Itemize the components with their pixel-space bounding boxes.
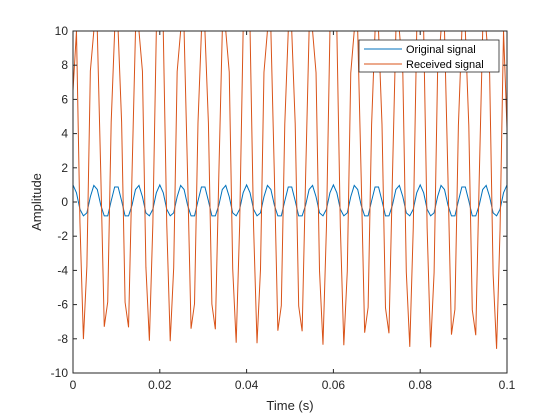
y-tick-label: 10 — [55, 24, 69, 38]
legend-label-original-signal: Original signal — [406, 44, 476, 56]
legend-label-received-signal: Received signal — [406, 59, 484, 71]
x-tick-label: 0.02 — [148, 378, 172, 392]
y-tick-label: 4 — [61, 127, 68, 141]
x-tick-label: 0.08 — [409, 378, 433, 392]
x-tick-label: 0 — [70, 378, 77, 392]
y-tick-label: 6 — [61, 92, 68, 106]
series-layer — [73, 31, 507, 349]
x-tick-label: 0.1 — [499, 378, 516, 392]
plot-area — [73, 31, 507, 373]
y-tick-label: -4 — [57, 263, 68, 277]
y-tick-label: -6 — [57, 298, 68, 312]
y-tick-label: 0 — [61, 195, 68, 209]
y-axis-label: Amplitude — [29, 173, 44, 231]
series-line-received-signal — [73, 31, 507, 349]
x-axis-label: Time (s) — [266, 398, 313, 413]
y-tick-label: -2 — [57, 229, 68, 243]
ticks-layer: 0 0.02 0.04 0.06 0.08 0.1 -10 -8 -6 -4 -2 0 2 4 6 8 10 — [51, 24, 516, 392]
y-tick-label: 2 — [61, 161, 68, 175]
y-tick-label: -8 — [57, 332, 68, 346]
legend: Original signal Received signal — [358, 39, 500, 73]
y-tick-label: 8 — [61, 58, 68, 72]
x-tick-label: 0.04 — [235, 378, 259, 392]
x-tick-label: 0.06 — [322, 378, 346, 392]
y-tick-label: -10 — [51, 366, 69, 380]
legend-box — [358, 39, 500, 73]
